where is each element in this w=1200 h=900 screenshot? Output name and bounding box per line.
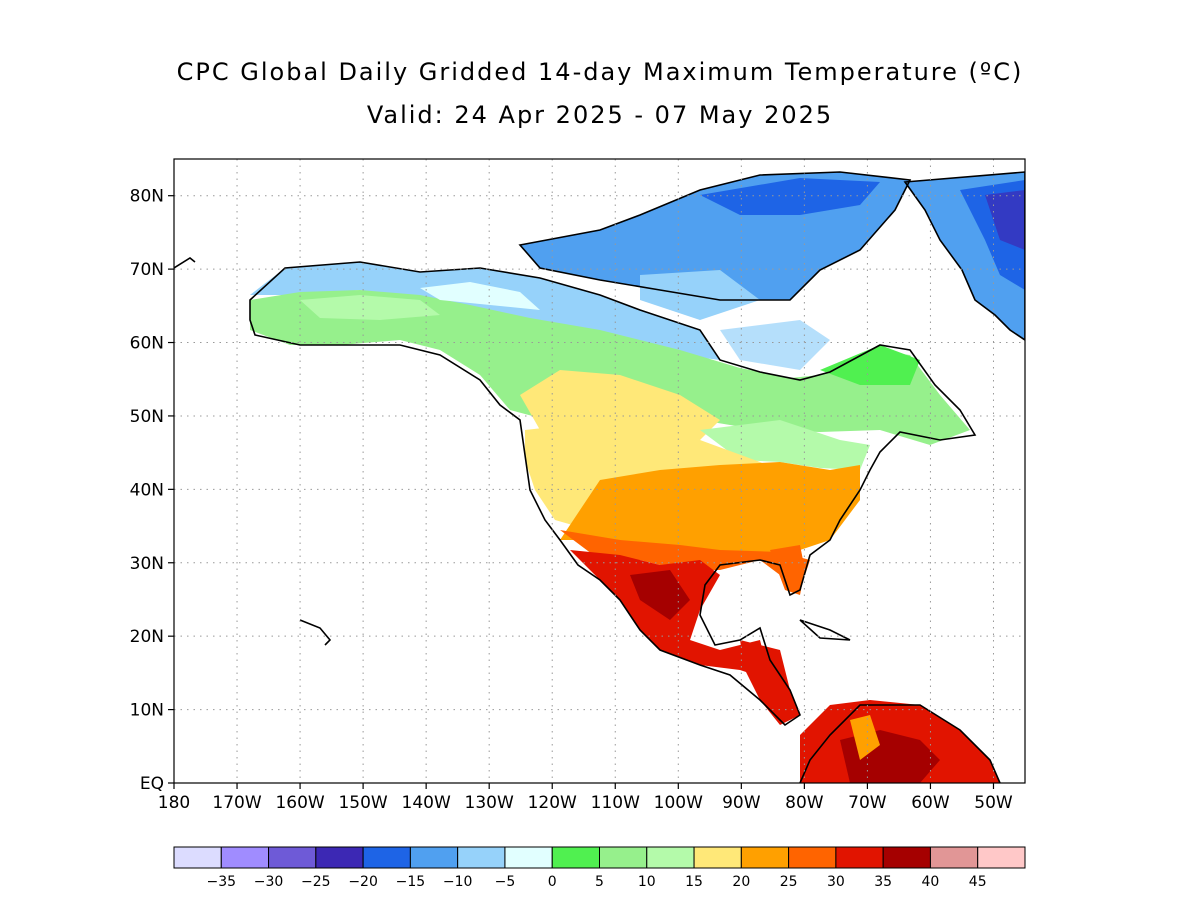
- colorbar-swatch: [457, 846, 506, 869]
- longitude-labels: 180 170W 160W 150W 140W 130W 120W 110W 100W 90W 80…: [158, 793, 1013, 813]
- colorbar-label: −15: [396, 874, 426, 890]
- colorbar-label: 0: [548, 874, 557, 890]
- temperature-field: [250, 172, 1025, 783]
- colorbar-label: 45: [969, 874, 987, 890]
- lon-tick-label: 160W: [275, 793, 324, 813]
- lon-tick-label: 150W: [338, 793, 387, 813]
- colorbar-label: 20: [732, 874, 750, 890]
- colorbar-swatch: [551, 846, 601, 869]
- plot-frame: [173, 158, 1026, 784]
- lon-tick-label: 130W: [465, 793, 514, 813]
- colorbar-label: −10: [443, 874, 473, 890]
- colorbar-swatch: [788, 846, 837, 869]
- colorbar-label: 40: [922, 874, 940, 890]
- colorbar-label: −5: [495, 874, 516, 890]
- colorbar-swatch: [173, 846, 222, 869]
- colorbar-swatch: [977, 846, 1026, 869]
- lon-tick-label: 120W: [528, 793, 577, 813]
- colorbar-label: 35: [874, 874, 892, 890]
- lon-tick-label: 170W: [212, 793, 261, 813]
- colorbar-swatch: [409, 846, 459, 869]
- lat-tick-label: 10N: [130, 701, 164, 721]
- lat-tick-label: 30N: [130, 554, 164, 574]
- colorbar-swatch: [362, 846, 411, 869]
- lat-tick-label: 20N: [130, 627, 164, 647]
- chart-subtitle: Valid: 24 Apr 2025 - 07 May 2025: [366, 101, 834, 129]
- lat-tick-label: 50N: [130, 407, 164, 427]
- lon-tick-label: 100W: [654, 793, 703, 813]
- coastline: [174, 171, 1025, 783]
- chart-title: CPC Global Daily Gridded 14-day Maximum …: [176, 58, 1024, 86]
- colorbar-label: −25: [301, 874, 331, 890]
- lon-tick-label: 80W: [785, 793, 824, 813]
- lon-tick-label: 180: [158, 793, 190, 813]
- colorbar-swatch: [929, 846, 979, 869]
- lat-tick-label: 60N: [130, 334, 164, 354]
- lat-tick-label: 80N: [130, 187, 164, 207]
- gridlines: [168, 159, 1025, 789]
- latitude-labels: EQ 10N 20N 30N 40N 50N 60N 70N 80N: [130, 187, 164, 794]
- colorbar-label: −35: [207, 874, 237, 890]
- colorbar-label: 25: [780, 874, 798, 890]
- colorbar-swatch: [740, 846, 790, 869]
- colorbar-swatch: [835, 846, 884, 869]
- colorbar-label: 15: [685, 874, 703, 890]
- colorbar-label: 30: [827, 874, 845, 890]
- lon-tick-label: 90W: [722, 793, 761, 813]
- colorbar-label: −20: [348, 874, 378, 890]
- colorbar-swatch: [646, 846, 695, 869]
- lon-tick-label: 60W: [911, 793, 950, 813]
- colorbar-swatch: [693, 846, 742, 869]
- colorbar-label: 10: [638, 874, 656, 890]
- lat-tick-label: EQ: [140, 774, 164, 794]
- colorbar-swatch: [220, 846, 270, 869]
- colorbar-swatch: [315, 846, 364, 869]
- lon-tick-label: 70W: [848, 793, 887, 813]
- colorbar: −35 −30 −25 −20 −15 −10 −5 0 5 10 15 20 25 30 35 40 45: [173, 846, 1026, 890]
- colorbar-label: 5: [595, 874, 604, 890]
- lon-tick-label: 140W: [402, 793, 451, 813]
- colorbar-swatch: [504, 846, 553, 869]
- colorbar-swatch: [882, 846, 931, 869]
- lon-tick-label: 50W: [974, 793, 1013, 813]
- lon-tick-label: 110W: [591, 793, 640, 813]
- colorbar-swatch: [599, 846, 648, 869]
- lat-tick-label: 40N: [130, 480, 164, 500]
- lat-tick-label: 70N: [130, 260, 164, 280]
- colorbar-swatch: [268, 846, 317, 869]
- colorbar-label: −30: [254, 874, 284, 890]
